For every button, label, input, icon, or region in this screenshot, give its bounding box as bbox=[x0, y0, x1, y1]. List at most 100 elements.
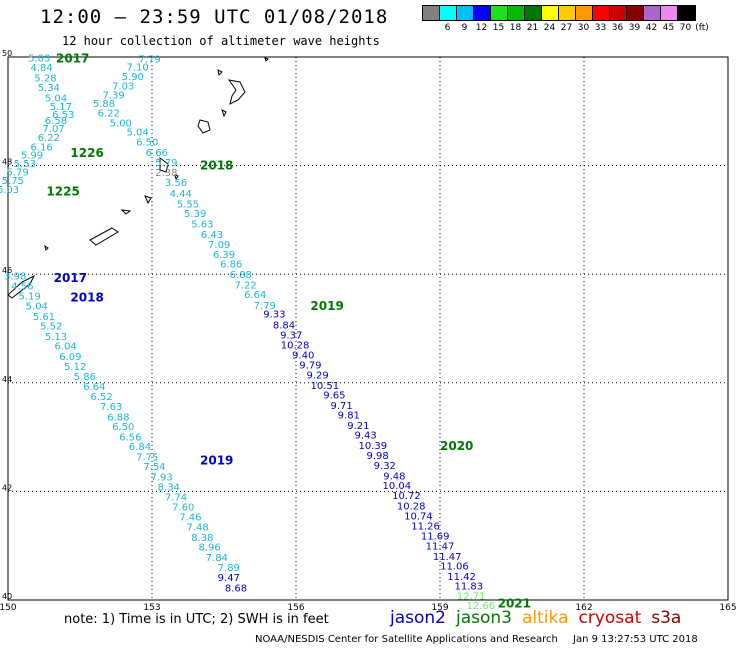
wave-height-value: 9.29 bbox=[306, 370, 328, 381]
wave-height-value: 7.84 bbox=[206, 553, 228, 564]
wave-height-value: 6.64 bbox=[83, 382, 105, 393]
satellite-name: s3a bbox=[651, 608, 682, 628]
wave-height-value: 6.22 bbox=[38, 133, 60, 144]
wave-height-value: 6.86 bbox=[220, 260, 242, 271]
wave-height-value: 6.22 bbox=[98, 109, 120, 120]
wave-height-value: 6.88 bbox=[230, 270, 252, 281]
wave-height-value: 6.84 bbox=[129, 442, 151, 453]
wave-height-value: 7.75 bbox=[136, 452, 158, 463]
wave-height-value: 7.63 bbox=[100, 402, 122, 413]
island-outline bbox=[44, 244, 49, 251]
lat-tick-label: 48 bbox=[2, 158, 12, 167]
wave-height-value: 7.39 bbox=[102, 90, 124, 101]
legend-labels: 6 9 12 15 18 21 24 27 30 33 36 39 42 45 70 (ft) bbox=[422, 21, 709, 35]
legend-label: 12 bbox=[475, 23, 488, 33]
wave-height-value: 7.60 bbox=[172, 502, 194, 513]
legend-swatch bbox=[474, 6, 491, 20]
pass-time-label: 2021 bbox=[498, 597, 531, 610]
legend-label: 9 bbox=[461, 23, 468, 33]
wave-height-value: 5.04 bbox=[45, 94, 67, 105]
credit-agency: NOAA/NESDIS Center for Satellite Applica… bbox=[255, 634, 558, 645]
wave-height-value: 10.74 bbox=[404, 512, 433, 523]
lat-tick-label: 50 bbox=[2, 49, 12, 58]
wave-height-value: 6.64 bbox=[244, 290, 266, 301]
wave-height-value: 4.56 bbox=[11, 281, 33, 292]
wave-height-value: 4.84 bbox=[30, 63, 52, 74]
lon-tick-label: 159 bbox=[431, 603, 448, 610]
wave-height-value: 7.10 bbox=[126, 63, 148, 74]
wave-height-value: 5.17 bbox=[50, 102, 72, 113]
wave-height-value: 8.96 bbox=[198, 543, 220, 554]
wave-height-value: 5.63 bbox=[191, 220, 213, 231]
wave-height-value: 12.71 bbox=[457, 591, 486, 602]
map-frame bbox=[7, 56, 729, 601]
pass-time-label: 2020 bbox=[440, 439, 473, 453]
wave-height-value: 5.83 bbox=[28, 53, 50, 64]
wave-height-value: 6.04 bbox=[54, 342, 76, 353]
legend-color-boxes bbox=[422, 5, 696, 21]
pass-time-label: 1226 bbox=[70, 146, 103, 160]
wave-height-value: 7.03 bbox=[112, 82, 134, 93]
wave-height-value: 5.00 bbox=[110, 119, 132, 130]
legend-label: 18 bbox=[509, 23, 522, 33]
legend-label: 70 bbox=[679, 23, 692, 33]
legend-swatch bbox=[610, 6, 627, 20]
wave-height-value: 5.34 bbox=[38, 83, 60, 94]
lon-tick-label: 165 bbox=[719, 603, 736, 610]
wave-height-value: 7.09 bbox=[208, 240, 230, 251]
wave-height-value: 9.37 bbox=[280, 330, 302, 341]
lon-tick-label: 162 bbox=[575, 603, 592, 610]
lon-tick-label: 156 bbox=[287, 603, 304, 610]
wave-height-value: 5.19 bbox=[18, 292, 40, 303]
wave-height-map: 150 153 156 159 162 1655048464442405.834.845.… bbox=[0, 49, 737, 610]
legend-label: 36 bbox=[611, 23, 624, 33]
wave-height-value: 5.61 bbox=[33, 312, 55, 323]
map-subtitle: 12 hour collection of altimeter wave hei… bbox=[62, 34, 380, 48]
wave-height-value: 7.93 bbox=[150, 473, 172, 484]
wave-height-value: 5.75 bbox=[2, 176, 24, 187]
wave-height-value: 11.83 bbox=[454, 582, 483, 593]
wave-height-value: 9.79 bbox=[299, 361, 321, 372]
lat-tick-label: 44 bbox=[2, 375, 12, 384]
wave-height-value: 3.56 bbox=[165, 178, 187, 189]
pass-time-label: 2019 bbox=[310, 299, 343, 313]
wave-height-value: 3.98 bbox=[4, 272, 26, 283]
pass-time-label: 2018 bbox=[200, 158, 233, 172]
wave-height-value: 9.43 bbox=[354, 431, 376, 442]
island-outline bbox=[264, 57, 269, 62]
wave-height-value: 6.53 bbox=[52, 110, 74, 121]
wave-height-value: 7.79 bbox=[138, 54, 160, 65]
wave-height-value: 7.46 bbox=[179, 513, 201, 524]
pass-time-label: 2017 bbox=[54, 271, 87, 285]
wave-height-value: 6.50 bbox=[112, 422, 134, 433]
wave-height-value: 7.54 bbox=[143, 462, 165, 473]
island-outline bbox=[174, 174, 179, 181]
satellite-legend: jason2 jason3 altika cryosat s3a bbox=[390, 608, 691, 628]
map-title: 12:00 — 23:59 UTC 01/08/2018 bbox=[40, 6, 389, 28]
legend-label: 30 bbox=[577, 23, 590, 33]
wave-height-value: 5.55 bbox=[177, 199, 199, 210]
wave-height-value: 5.99 bbox=[21, 151, 43, 162]
satellite-name: jason2 bbox=[390, 608, 446, 628]
wave-height-value: 5.86 bbox=[74, 372, 96, 383]
wave-height-value: 6.03 bbox=[0, 185, 19, 196]
credit-line: NOAA/NESDIS Center for Satellite Applica… bbox=[255, 634, 710, 645]
wave-height-value: 6.43 bbox=[201, 230, 223, 241]
wave-height-value: 6.88 bbox=[107, 412, 129, 423]
legend-label: 6 bbox=[444, 23, 451, 33]
wave-height-value: 11.26 bbox=[411, 521, 440, 532]
wave-height-value: 2.38 bbox=[155, 168, 177, 179]
island-outline bbox=[197, 119, 211, 134]
legend-swatch bbox=[661, 6, 678, 20]
island-outline bbox=[144, 195, 152, 205]
wave-height-value: 11.47 bbox=[426, 542, 455, 553]
wave-height-value: 9.81 bbox=[338, 411, 360, 422]
wave-height-value: 7.89 bbox=[218, 563, 240, 574]
wave-height-value: 7.48 bbox=[186, 522, 208, 533]
legend-label: 45 bbox=[662, 23, 675, 33]
satellite-name: altika bbox=[522, 608, 569, 628]
wave-height-value: 5.90 bbox=[122, 72, 144, 83]
wave-height-value: 5.79 bbox=[155, 158, 177, 169]
wave-height-value: 5.28 bbox=[34, 73, 56, 84]
wave-height-value: 8.84 bbox=[273, 321, 295, 332]
